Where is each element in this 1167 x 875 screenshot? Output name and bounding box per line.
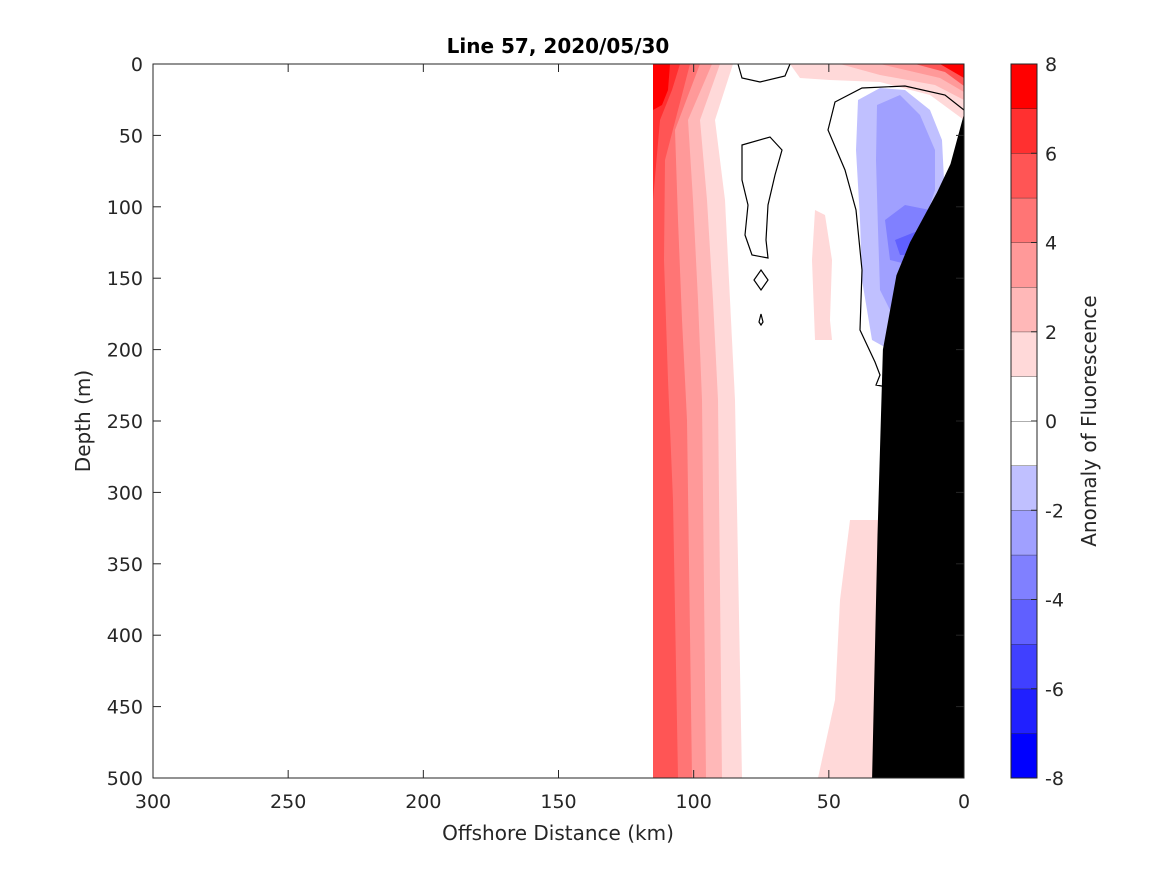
colorbar-swatch: [1011, 197, 1037, 243]
x-axis-label: Offshore Distance (km): [442, 821, 674, 845]
contour-zero-mid: [741, 136, 783, 259]
plot-background: [153, 64, 964, 778]
y-tick-label: 300: [107, 482, 143, 504]
y-tick-label: 100: [107, 197, 143, 219]
x-tick-label: 150: [540, 791, 576, 813]
bathymetry-seafloor: [872, 113, 964, 778]
x-axis-ticks: 300 250 200 150 100 50 0: [135, 64, 970, 813]
red-region-upper-right: [790, 64, 964, 120]
colorbar-tick-label: 0: [1045, 411, 1057, 433]
colorbar-swatch: [1011, 376, 1037, 421]
y-tick-label: 150: [107, 268, 143, 290]
contour-zero-upper: [737, 64, 791, 83]
y-tick-label: 450: [107, 697, 143, 719]
colorbar-swatch: [1011, 287, 1037, 332]
band-level-5: [653, 64, 690, 778]
colorbar-swatch: [1011, 108, 1037, 154]
colorbar-ticks: 8 6 4 2 0 -2 -4 -6 -8: [1031, 54, 1064, 790]
colorbar-swatch: [1011, 644, 1037, 689]
colorbar-tick-label: -6: [1045, 679, 1064, 701]
colorbar: [1011, 63, 1037, 778]
upper-right-level-7: [940, 64, 964, 78]
y-axis-label: Depth (m): [71, 370, 95, 472]
y-tick-label: 50: [119, 125, 143, 147]
y-axis-ticks: 0 50 100 150 200 250 300 350 400 450 500: [107, 54, 964, 790]
colorbar-swatch: [1011, 331, 1037, 377]
y-tick-label: 250: [107, 411, 143, 433]
colorbar-swatch: [1011, 733, 1037, 778]
y-tick-label: 0: [131, 54, 143, 76]
colorbar-label: Anomaly of Fluorescence: [1077, 295, 1101, 546]
colorbar-swatch: [1011, 510, 1037, 555]
band-level-7: [653, 64, 670, 110]
y-tick-label: 350: [107, 554, 143, 576]
x-tick-label: 250: [270, 791, 306, 813]
colorbar-swatch: [1011, 421, 1037, 466]
colorbar-tick-label: 6: [1045, 143, 1057, 165]
colorbar-tick-label: -2: [1045, 500, 1064, 522]
contour-small: [758, 313, 764, 327]
colorbar-tick-label: 2: [1045, 322, 1057, 344]
y-tick-label: 200: [107, 340, 143, 362]
pink-strip-deep: [818, 520, 880, 778]
colorbar-swatch: [1011, 554, 1037, 600]
band-level-6: [653, 64, 680, 778]
colorbar-swatch: [1011, 599, 1037, 645]
colorbar-tick-label: 4: [1045, 233, 1057, 255]
x-tick-label: 200: [405, 791, 441, 813]
x-tick-label: 300: [135, 791, 171, 813]
colorbar-tick-label: -4: [1045, 590, 1064, 612]
colorbar-swatch: [1011, 465, 1037, 511]
red-band-left: [653, 64, 742, 778]
contour-zero-nearshore: [827, 85, 964, 389]
x-tick-label: 0: [958, 791, 970, 813]
y-tick-label: 400: [107, 625, 143, 647]
plot-area: [153, 64, 964, 778]
colorbar-swatch: [1011, 242, 1037, 288]
pink-strip-mid: [812, 210, 832, 340]
chart-title: Line 57, 2020/05/30: [447, 34, 670, 58]
colorbar-tick-label: 8: [1045, 54, 1057, 76]
colorbar-swatch: [1011, 153, 1037, 198]
x-tick-label: 50: [817, 791, 841, 813]
colorbar-swatch: [1011, 64, 1037, 109]
contour-lines: [737, 64, 964, 389]
y-tick-label: 500: [107, 768, 143, 790]
colorbar-swatch: [1011, 688, 1037, 734]
x-tick-label: 100: [676, 791, 712, 813]
colorbar-tick-label: -8: [1045, 768, 1064, 790]
contour-diamond: [753, 268, 769, 292]
